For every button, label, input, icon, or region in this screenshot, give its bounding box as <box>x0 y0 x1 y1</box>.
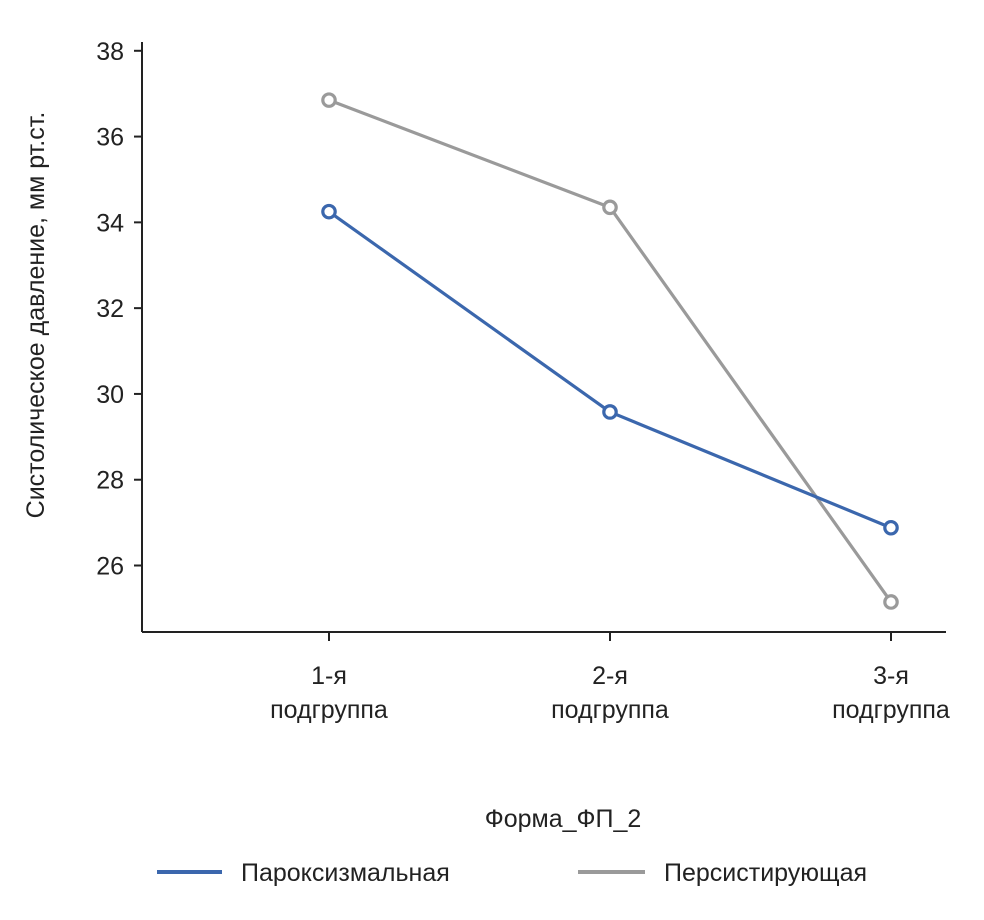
data-point <box>602 199 618 216</box>
x-tick-label: 2-я подгруппа <box>551 662 669 724</box>
series-line <box>328 210 892 530</box>
x-tick-label-line: подгруппа <box>270 696 388 724</box>
x-tick-label-line: 3-я <box>873 662 909 690</box>
axes <box>141 42 946 633</box>
x-tick-label-line: 2-я <box>592 662 628 690</box>
x-ticks: 1-я подгруппа 2-я подгруппа 3-я подгруппа <box>270 632 950 724</box>
legend: Форма_ФП_2 Пароксизмальная Персистирующая <box>157 805 867 887</box>
y-tick-label: 30 <box>96 381 124 409</box>
data-point <box>602 404 618 420</box>
y-tick-label: 34 <box>96 209 124 237</box>
series-line <box>328 98 893 603</box>
x-tick-label-line: подгруппа <box>551 696 669 724</box>
x-tick-label-line: 1-я <box>311 662 347 690</box>
y-tick-label: 28 <box>96 467 124 495</box>
series-1 <box>321 203 899 536</box>
data-point <box>321 92 337 108</box>
series-group <box>321 92 899 610</box>
legend-item: Персистирующая <box>578 859 867 887</box>
y-tick-label: 38 <box>96 38 124 66</box>
y-axis-title: Систолическое давление, мм рт.ст. <box>22 112 50 519</box>
y-tick-label: 36 <box>96 124 124 152</box>
x-tick-label: 1-я подгруппа <box>270 662 388 724</box>
y-tick-label: 26 <box>96 553 124 581</box>
y-ticks: 26 28 30 32 34 36 38 <box>96 38 142 581</box>
series-2 <box>321 92 899 610</box>
data-point <box>321 203 337 220</box>
y-tick-label: 32 <box>96 295 124 323</box>
x-tick-label: 3-я подгруппа <box>832 662 950 724</box>
legend-item: Пароксизмальная <box>157 859 450 887</box>
data-point <box>883 594 899 610</box>
legend-title: Форма_ФП_2 <box>485 805 642 833</box>
legend-items: Пароксизмальная Персистирующая <box>157 859 867 887</box>
data-point <box>883 519 899 536</box>
legend-label: Пароксизмальная <box>241 859 450 887</box>
legend-label: Персистирующая <box>664 859 867 887</box>
x-tick-label-line: подгруппа <box>832 696 950 724</box>
